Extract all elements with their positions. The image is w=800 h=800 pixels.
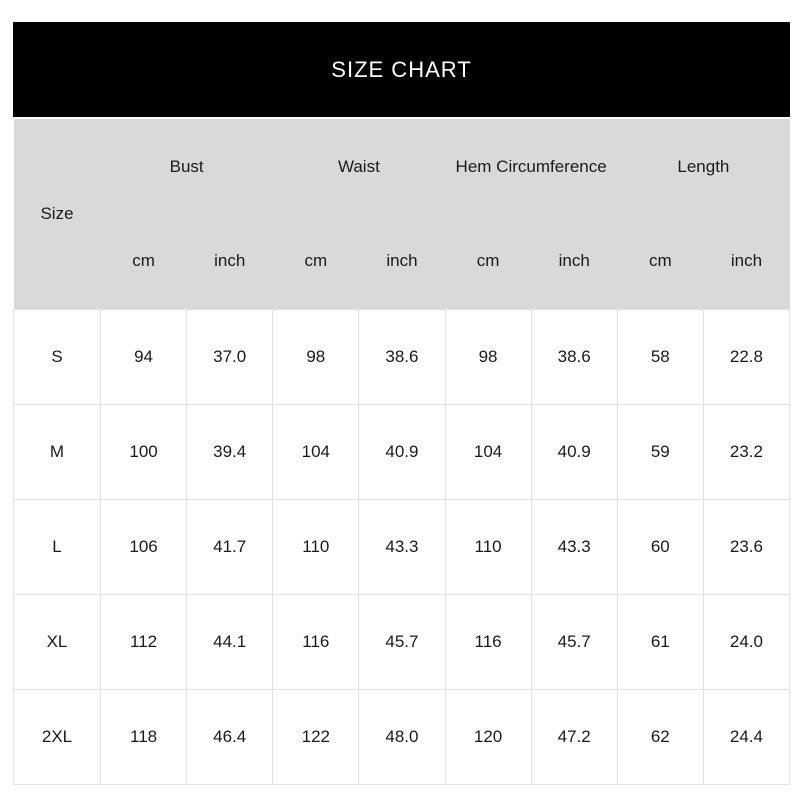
table-row: M 100 39.4 104 40.9 104 40.9 59 23.2	[13, 403, 791, 500]
value-cell: 39.4	[186, 403, 274, 500]
value-cell: 110	[272, 498, 360, 595]
value-cell: 120	[444, 688, 532, 785]
value-cell: 61	[616, 593, 704, 690]
value-cell: 23.2	[702, 403, 791, 500]
unit-header-waist-cm: cm	[272, 214, 359, 309]
unit-header-length-inch: inch	[703, 214, 790, 309]
value-cell: 45.7	[358, 593, 446, 690]
group-header-row: Size Bust Waist Hem Circumference Length	[13, 119, 790, 309]
value-cell: 44.1	[186, 593, 274, 690]
value-cell: 106	[99, 498, 188, 595]
unit-header-hem-cm: cm	[445, 214, 532, 309]
value-cell: 110	[444, 498, 532, 595]
size-table: Size Bust Waist Hem Circumference Length…	[13, 119, 791, 785]
value-cell: 118	[99, 688, 188, 785]
value-cell: 59	[616, 403, 704, 500]
value-cell: 116	[272, 593, 360, 690]
size-cell: S	[13, 308, 101, 405]
value-cell: 112	[99, 593, 188, 690]
value-cell: 104	[444, 403, 532, 500]
value-cell: 43.3	[358, 498, 446, 595]
group-header-waist: Waist	[272, 119, 445, 214]
unit-header-hem-inch: inch	[531, 214, 618, 309]
value-cell: 104	[272, 403, 360, 500]
value-cell: 58	[616, 308, 704, 405]
group-header-bust: Bust	[100, 119, 273, 214]
size-cell: 2XL	[13, 688, 101, 785]
size-chart: SIZE CHART Size Bust Waist Hem Circumfer…	[13, 22, 791, 785]
size-column-header: Size	[13, 119, 101, 309]
group-header-hem-circumference: Hem Circumference	[445, 119, 618, 214]
unit-header-waist-inch: inch	[358, 214, 445, 309]
value-cell: 46.4	[186, 688, 274, 785]
value-cell: 40.9	[530, 403, 618, 500]
value-cell: 122	[272, 688, 360, 785]
value-cell: 24.0	[702, 593, 791, 690]
table-body: S 94 37.0 98 38.6 98 38.6 58 22.8 M 100 39.4 104 40.9…	[13, 308, 791, 785]
value-cell: 45.7	[530, 593, 618, 690]
unit-header-row: cm inch cm inch cm inch cm inch	[14, 214, 790, 309]
unit-header-bust-inch: inch	[186, 214, 273, 309]
value-cell: 47.2	[530, 688, 618, 785]
table-row: 2XL 118 46.4 122 48.0 120 47.2 62 24.4	[13, 688, 791, 785]
table-row: S 94 37.0 98 38.6 98 38.6 58 22.8	[13, 308, 791, 405]
value-cell: 22.8	[702, 308, 791, 405]
table-row: L 106 41.7 110 43.3 110 43.3 60 23.6	[13, 498, 791, 595]
value-cell: 48.0	[358, 688, 446, 785]
value-cell: 37.0	[186, 308, 274, 405]
value-cell: 23.6	[702, 498, 791, 595]
value-cell: 60	[616, 498, 704, 595]
value-cell: 24.4	[702, 688, 791, 785]
chart-title: SIZE CHART	[331, 56, 472, 82]
unit-header-length-cm: cm	[617, 214, 704, 309]
unit-header-bust-cm: cm	[100, 214, 187, 309]
value-cell: 41.7	[186, 498, 274, 595]
size-cell: L	[13, 498, 101, 595]
value-cell: 38.6	[358, 308, 446, 405]
value-cell: 43.3	[530, 498, 618, 595]
value-cell: 38.6	[530, 308, 618, 405]
value-cell: 62	[616, 688, 704, 785]
table-header: Size Bust Waist Hem Circumference Length…	[13, 119, 790, 309]
value-cell: 100	[99, 403, 188, 500]
size-cell: M	[13, 403, 101, 500]
value-cell: 40.9	[358, 403, 446, 500]
value-cell: 94	[99, 308, 188, 405]
size-cell: XL	[13, 593, 101, 690]
value-cell: 98	[272, 308, 360, 405]
group-header-length: Length	[617, 119, 790, 214]
table-row: XL 112 44.1 116 45.7 116 45.7 61 24.0	[13, 593, 791, 690]
value-cell: 98	[444, 308, 532, 405]
value-cell: 116	[444, 593, 532, 690]
title-bar: SIZE CHART	[13, 22, 790, 117]
